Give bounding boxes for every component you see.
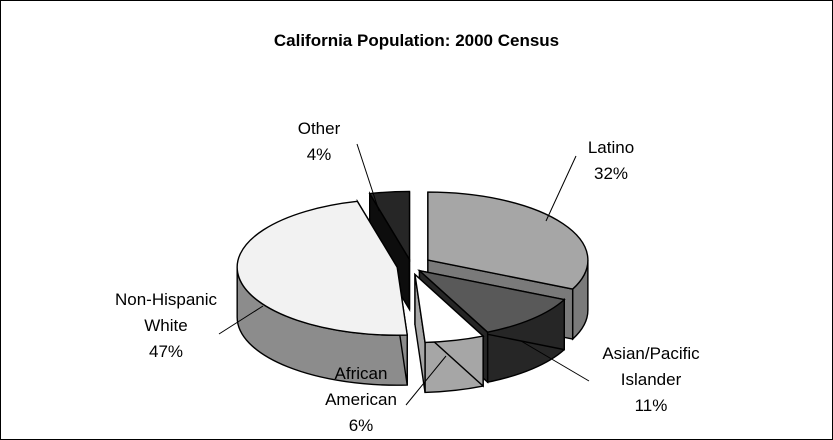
slice-name-label: Other — [298, 119, 341, 138]
slice-name-label: African — [335, 364, 388, 383]
leader-line-4 — [356, 143, 380, 212]
pie-slice-4 — [368, 190, 411, 262]
slice-percent-label: 47% — [149, 342, 183, 361]
slice-name-label: American — [325, 390, 397, 409]
slice-name-label: Non-Hispanic — [115, 290, 218, 309]
slice-percent-label: 4% — [307, 145, 332, 164]
leader-line-1 — [520, 340, 590, 382]
pie-slice-3 — [236, 200, 409, 336]
slice-percent-label: 6% — [349, 416, 374, 435]
slice-name-label: Asian/Pacific — [602, 344, 700, 363]
pie-slice-2 — [414, 272, 485, 344]
leader-line-0 — [545, 155, 577, 222]
slice-percent-label: 32% — [594, 164, 628, 183]
slice-name-label: White — [144, 316, 187, 335]
leader-line-3 — [218, 305, 264, 335]
pie-slice-1 — [417, 269, 566, 333]
slice-name-label: Latino — [588, 138, 634, 157]
chart-title: California Population: 2000 Census — [273, 31, 560, 50]
leader-line-2 — [405, 355, 447, 406]
slice-percent-label: 11% — [635, 396, 668, 415]
slice-name-label: Islander — [621, 370, 682, 389]
